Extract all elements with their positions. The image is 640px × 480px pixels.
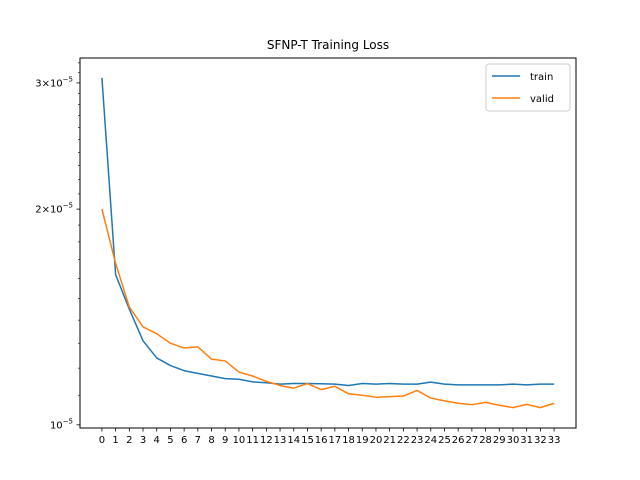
x-tick-label: 32 (534, 435, 547, 446)
x-tick-label: 27 (466, 435, 479, 446)
x-tick-label: 21 (383, 435, 396, 446)
x-tick-label: 16 (315, 435, 328, 446)
x-tick-label: 12 (260, 435, 273, 446)
x-tick-label: 24 (424, 435, 437, 446)
x-tick-label: 1 (112, 435, 118, 446)
x-tick-label: 31 (520, 435, 533, 446)
x-tick-label: 4 (154, 435, 160, 446)
x-tick-label: 18 (342, 435, 355, 446)
series-line-valid (101, 208, 555, 409)
x-tick-label: 26 (452, 435, 465, 446)
x-tick-label: 5 (167, 435, 173, 446)
x-tick-label: 11 (246, 435, 259, 446)
chart-title: SFNP-T Training Loss (267, 38, 389, 52)
x-tick-label: 8 (208, 435, 214, 446)
x-tick-label: 30 (507, 435, 520, 446)
x-tick-label: 13 (274, 435, 287, 446)
x-tick-label: 17 (328, 435, 341, 446)
x-tick-label: 15 (301, 435, 314, 446)
x-tick-label: 2 (126, 435, 132, 446)
x-tick-label: 0 (99, 435, 105, 446)
x-tick-label: 3 (140, 435, 146, 446)
x-tick-label: 22 (397, 435, 410, 446)
x-tick-label: 6 (181, 435, 187, 446)
y-tick-label: 3×10−5 (35, 75, 73, 89)
x-tick-label: 33 (548, 435, 561, 446)
legend-label-train: train (530, 72, 553, 83)
series-line-train (101, 77, 555, 387)
x-tick-label: 7 (195, 435, 201, 446)
axes-frame (79, 57, 577, 429)
y-tick-label: 2×10−5 (35, 202, 73, 216)
x-tick-label: 19 (356, 435, 369, 446)
x-tick-label: 14 (287, 435, 300, 446)
x-tick-label: 28 (479, 435, 492, 446)
x-tick-label: 9 (222, 435, 228, 446)
x-tick-label: 23 (411, 435, 424, 446)
legend-label-valid: valid (530, 94, 554, 105)
x-tick-label: 20 (370, 435, 383, 446)
legend-box (485, 63, 571, 112)
x-tick-label: 25 (438, 435, 451, 446)
y-tick-label: 10−5 (50, 417, 73, 431)
legend: train valid (485, 63, 571, 112)
x-tick-label: 10 (233, 435, 246, 446)
x-tick-label: 29 (493, 435, 506, 446)
x-axis: 0 1 2 3 4 5 6 7 8 9 10 11 12 13 14 15 16 17 18 19 20 21 22 23 24… (99, 428, 561, 446)
y-axis: 10−5 2×10−5 3×10−5 (35, 62, 80, 431)
